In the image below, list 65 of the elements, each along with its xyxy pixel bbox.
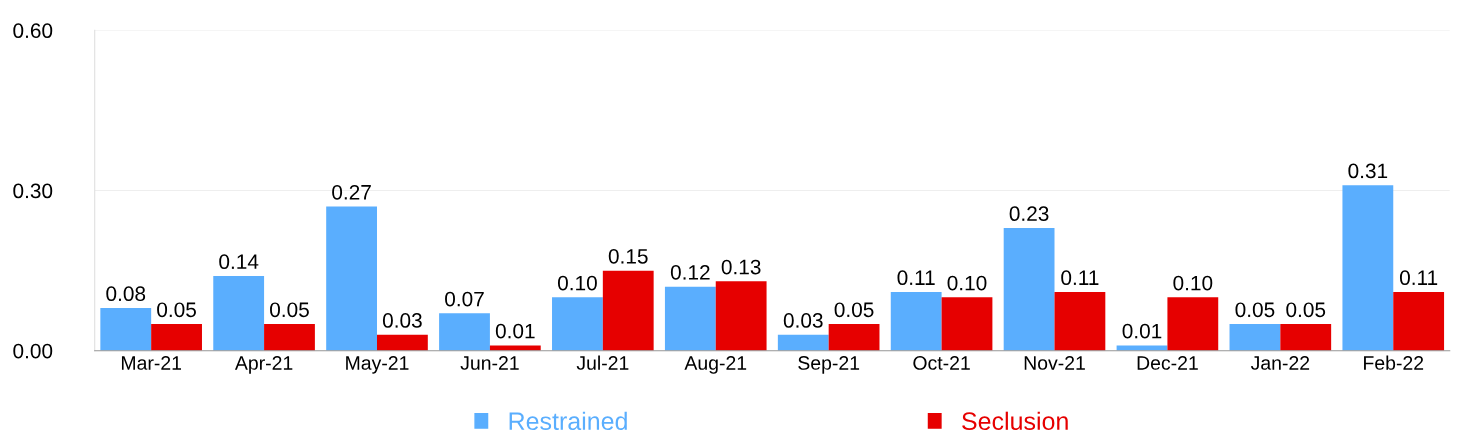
bar (1003, 227, 1055, 351)
x-tick-label: Feb-22 (1364, 355, 1424, 370)
data-label: 0.10 (1173, 275, 1213, 291)
bar (489, 345, 541, 351)
bar (890, 291, 942, 351)
bar (1167, 297, 1219, 351)
data-label: 0.08 (106, 286, 146, 302)
bar (213, 275, 265, 351)
bar (1393, 291, 1445, 351)
bar (941, 297, 993, 351)
data-label: 0.10 (947, 275, 987, 291)
bar (377, 334, 428, 351)
data-label: 0.13 (721, 259, 761, 275)
data-label: 0.05 (834, 302, 874, 318)
data-label: 0.05 (1235, 302, 1275, 318)
bar (1342, 185, 1394, 351)
x-tick-label: Aug-21 (684, 356, 747, 374)
bar (828, 324, 880, 351)
bar (1229, 324, 1281, 351)
y-tick-label: 0.00 (13, 343, 53, 359)
data-label: 0.10 (557, 275, 597, 291)
bar (602, 270, 654, 351)
legend-label: Restrained (509, 411, 627, 431)
data-label: 0.05 (157, 302, 196, 318)
y-tick-label: 0.30 (13, 183, 53, 199)
bar (715, 281, 767, 351)
data-label: 0.27 (332, 184, 371, 200)
x-tick-label: Jan-22 (1250, 356, 1310, 370)
y-tick-label: 0.60 (13, 23, 53, 39)
bar (326, 206, 377, 351)
data-label: 0.11 (1061, 270, 1099, 286)
bar (1280, 324, 1332, 351)
bar (264, 324, 315, 351)
bar (777, 334, 829, 351)
x-tick-label: Apr-21 (234, 356, 293, 374)
bar (552, 297, 603, 351)
data-label: 0.01 (1122, 323, 1162, 339)
data-label: 0.01 (495, 323, 535, 339)
bar (1054, 291, 1106, 351)
data-label: 0.14 (219, 254, 259, 270)
x-tick-label: Mar-21 (121, 356, 182, 370)
x-tick-label: May-21 (346, 356, 409, 374)
data-label: 0.15 (608, 248, 648, 264)
data-label: 0.05 (270, 302, 309, 318)
data-label: 0.11 (1399, 270, 1438, 286)
bar (1116, 345, 1168, 351)
bar (664, 286, 716, 351)
data-label: 0.31 (1348, 163, 1388, 179)
x-tick-label: Sep-21 (798, 356, 860, 374)
data-label: 0.03 (783, 313, 823, 328)
legend-label: Seclusion (962, 411, 1068, 431)
x-tick-label: Oct-21 (913, 356, 970, 370)
data-label: 0.07 (445, 291, 484, 307)
data-label: 0.12 (670, 265, 710, 280)
data-label: 0.05 (1286, 302, 1326, 318)
data-label: 0.03 (382, 313, 422, 328)
x-tick-label: Nov-21 (1024, 356, 1085, 370)
x-tick-label: Jun-21 (460, 356, 519, 370)
bar (100, 308, 152, 351)
data-label: 0.11 (897, 270, 935, 286)
x-tick-label: Dec-21 (1137, 356, 1198, 370)
data-label: 0.23 (1009, 206, 1049, 222)
x-tick-label: Jul-21 (576, 355, 629, 370)
bar (151, 324, 202, 351)
bar (439, 313, 490, 351)
